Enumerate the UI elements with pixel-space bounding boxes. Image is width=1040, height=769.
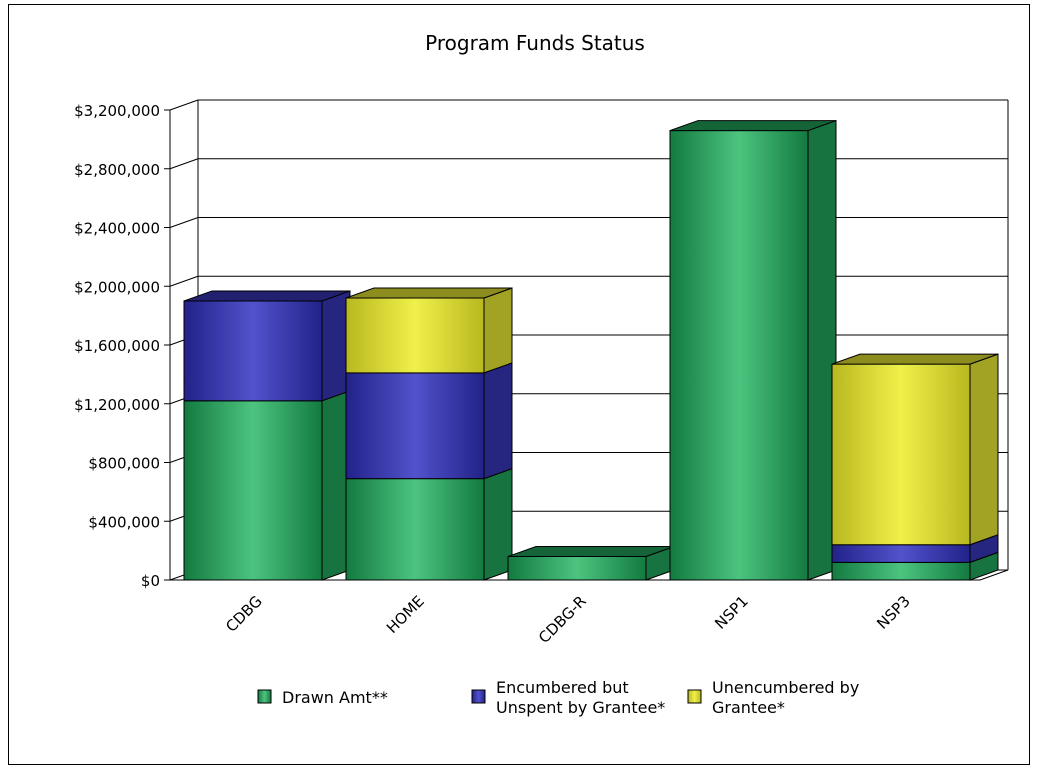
bar-cdbg-r-drawn xyxy=(507,545,675,581)
y-tick-label: $3,200,000 xyxy=(74,102,160,120)
legend-item: Unencumbered by Grantee* xyxy=(687,678,859,717)
bar-nsp3-encumbered xyxy=(831,534,999,564)
gridline-side xyxy=(169,158,199,170)
bar-nsp1-drawn xyxy=(669,119,837,581)
y-tick-label: $800,000 xyxy=(88,455,160,473)
bar-cdbg-drawn xyxy=(183,390,351,581)
floor-edge xyxy=(979,569,1009,581)
bar-home-unencumbered xyxy=(345,287,513,374)
legend: Drawn Amt** Encumbered but Unspent by Gran… xyxy=(257,678,859,717)
legend-swatch xyxy=(687,689,702,704)
bar-home-drawn xyxy=(345,467,513,581)
x-tick-label: NSP3 xyxy=(873,592,914,633)
y-tick-label: $2,400,000 xyxy=(74,220,160,238)
y-tick-label: $1,200,000 xyxy=(74,396,160,414)
y-tick-label: $400,000 xyxy=(88,513,160,531)
x-tick-label: HOME xyxy=(383,592,428,637)
x-tick-label: NSP1 xyxy=(711,592,752,633)
chart-title: Program Funds Status xyxy=(425,31,645,55)
bar-home-encumbered xyxy=(345,362,513,480)
legend-swatch xyxy=(471,689,486,704)
x-tick-label: CDBG xyxy=(222,592,266,636)
legend-item: Drawn Amt** xyxy=(257,688,388,707)
gridline-side xyxy=(169,99,199,111)
x-tick-label: CDBG-R xyxy=(535,592,590,647)
y-tick-label: $0 xyxy=(141,572,160,590)
gridline-side xyxy=(169,275,199,287)
bar-nsp3-drawn xyxy=(831,551,999,581)
y-tick-label: $2,800,000 xyxy=(74,161,160,179)
legend-label: Drawn Amt** xyxy=(282,688,388,707)
legend-label: Unencumbered by Grantee* xyxy=(712,678,859,717)
y-tick-label: $2,000,000 xyxy=(74,278,160,296)
bar-cdbg-encumbered xyxy=(183,290,351,402)
gridline-side xyxy=(169,217,199,228)
y-tick-label: $1,600,000 xyxy=(74,337,160,355)
legend-item: Encumbered but Unspent by Grantee* xyxy=(471,678,665,717)
bar-nsp3-unencumbered xyxy=(831,353,999,546)
legend-swatch xyxy=(257,689,272,704)
legend-label: Encumbered but Unspent by Grantee* xyxy=(496,678,665,717)
